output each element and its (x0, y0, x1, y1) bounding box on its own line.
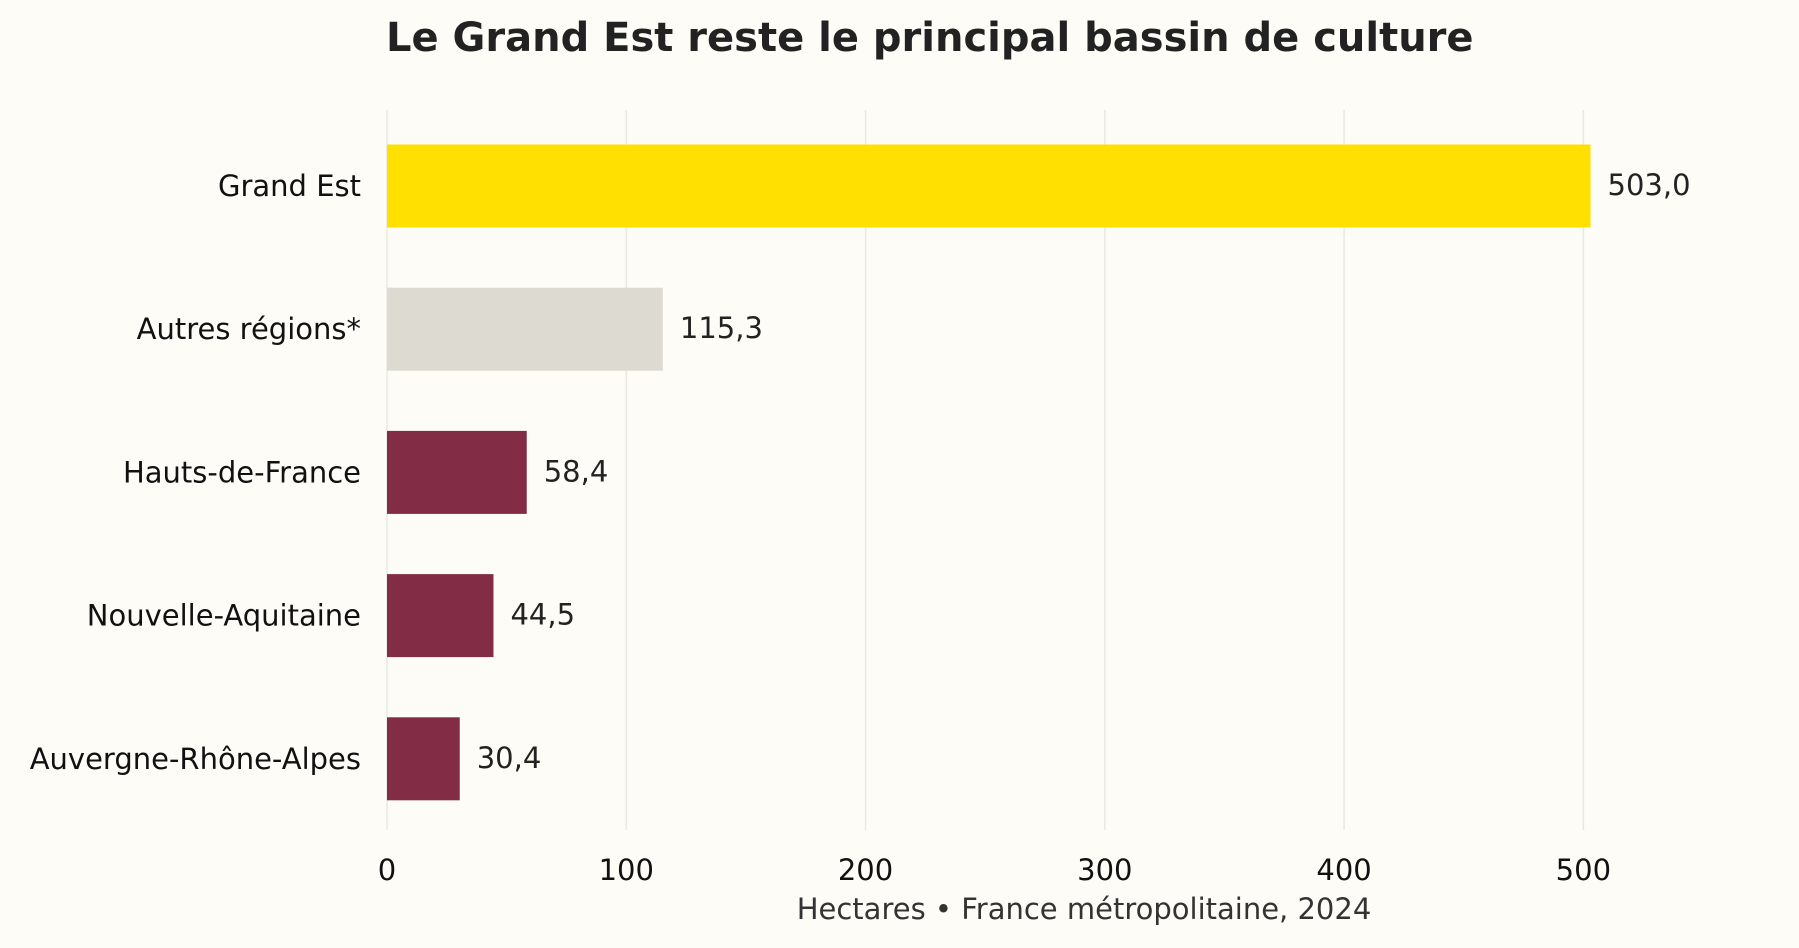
x-tick-label: 400 (1316, 853, 1371, 887)
x-tick-label: 500 (1556, 853, 1611, 887)
value-label: 58,4 (544, 454, 609, 488)
value-label: 115,3 (680, 311, 763, 345)
x-tick-label: 100 (599, 853, 654, 887)
x-tick-label: 200 (838, 853, 893, 887)
category-label: Nouvelle-Aquitaine (87, 599, 361, 633)
gridlines (386, 110, 1585, 830)
category-label: Grand Est (218, 169, 361, 203)
x-axis-label: Hectares • France métropolitaine, 2024 (797, 892, 1372, 926)
bar (387, 430, 527, 514)
bar (387, 717, 460, 801)
category-label: Auvergne-Rhône-Alpes (30, 742, 361, 776)
value-label: 30,4 (477, 741, 542, 775)
x-tick-label: 300 (1077, 853, 1132, 887)
bar (387, 574, 494, 658)
value-labels: 503,0 115,3 58,4 44,5 30,4 (477, 168, 1691, 775)
category-label: Hauts-de-France (123, 455, 361, 489)
category-label: Autres régions* (137, 312, 361, 346)
value-label: 503,0 (1608, 168, 1691, 202)
value-label: 44,5 (510, 598, 575, 632)
category-labels: Grand Est Autres régions* Hauts-de-France N… (30, 169, 361, 776)
x-tick-label: 0 (378, 853, 396, 887)
x-axis-ticks: 0 100 200 300 400 500 (378, 853, 1611, 887)
bars (387, 144, 1591, 801)
bar (387, 144, 1591, 228)
chart-title: Le Grand Est reste le principal bassin d… (386, 15, 1474, 61)
bar (387, 287, 663, 371)
